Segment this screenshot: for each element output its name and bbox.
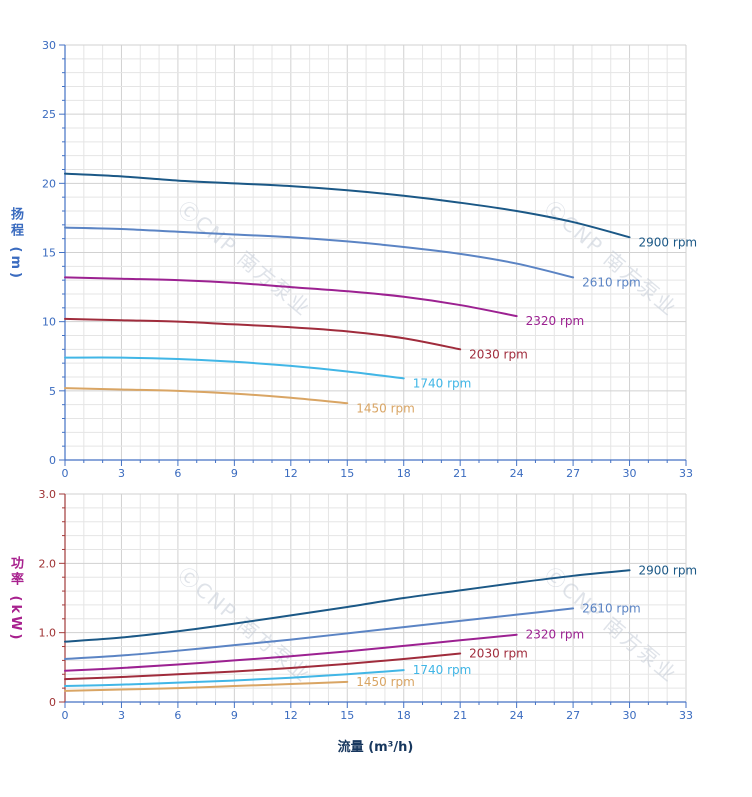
x-tick-label: 3 [118, 467, 125, 480]
power-chart: ⒸCNP 南方泵业 ⒸCNP 南方泵业 0 1.0 2.0 3.0 0 3 6 9 12 15 18 21… [0, 482, 752, 755]
y-tick-label: 5 [49, 385, 56, 398]
curve-label-1740-rpm: 1740 rpm [413, 376, 472, 390]
x-tick-label: 30 [623, 467, 637, 480]
curve-2610-rpm [64, 607, 575, 661]
x-tick-label: 3 [118, 709, 125, 722]
curve-2320-rpm [64, 633, 518, 672]
curve-label-2320-rpm: 2320 rpm [526, 628, 585, 642]
x-tick-label: 33 [679, 467, 693, 480]
curve-2610-rpm [64, 226, 575, 279]
x-tick-label: 24 [510, 467, 524, 480]
y-tick-label: 20 [42, 177, 56, 190]
y-tick-label: 10 [42, 316, 56, 329]
y-tick-label: 3.0 [39, 488, 57, 501]
x-tick-label: 27 [566, 467, 580, 480]
power-axis-title: 功率 (kW) [6, 556, 25, 642]
head-axis-title-text: 扬程 (m) [8, 207, 23, 281]
curve-2900-rpm [64, 172, 631, 239]
x-tick-label: 9 [231, 709, 238, 722]
flow-axis-title: 流量 (m³/h) [337, 740, 414, 755]
curve-2030-rpm [64, 317, 462, 351]
x-tick-label: 9 [231, 467, 238, 480]
x-tick-label: 27 [566, 709, 580, 722]
curve-label-1450-rpm: 1450 rpm [356, 401, 415, 415]
power-axis-title-text: 功率 (kW) [8, 556, 23, 643]
x-tick-label: 21 [453, 709, 467, 722]
y-tick-label: 1.0 [39, 627, 57, 640]
y-tick-label: 0 [49, 454, 56, 467]
x-tick-label: 6 [174, 467, 181, 480]
y-tick-label: 0 [49, 696, 56, 709]
x-tick-label: 0 [62, 467, 69, 480]
curve-label-2030-rpm: 2030 rpm [469, 646, 528, 660]
x-tick-label: 30 [623, 709, 637, 722]
head-chart: ⒸCNP 南方泵业 ⒸCNP 南方泵业 0 5 10 15 20 25 30 0 3 6 9 12 15 18… [42, 39, 698, 480]
curve-2030-rpm [64, 652, 462, 681]
x-tick-label: 18 [397, 709, 411, 722]
x-tick-label: 0 [62, 709, 69, 722]
curve-label-2610-rpm: 2610 rpm [582, 275, 641, 289]
curve-1740-rpm [64, 356, 405, 380]
y-tick-label: 30 [42, 39, 56, 52]
x-tick-label: 15 [340, 709, 354, 722]
cnp-watermark: ⒸCNP 南方泵业 [174, 196, 316, 321]
curve-label-2900-rpm: 2900 rpm [639, 235, 698, 249]
head-axis-title: 扬程 (m) [6, 207, 25, 281]
x-tick-label: 6 [174, 709, 181, 722]
curve-2320-rpm [64, 276, 518, 318]
x-tick-label: 21 [453, 467, 467, 480]
curve-label-2320-rpm: 2320 rpm [526, 314, 585, 328]
grid [64, 44, 687, 461]
y-tick-label: 2.0 [39, 557, 57, 570]
curve-label-1740-rpm: 1740 rpm [413, 663, 472, 677]
x-tick-label: 24 [510, 709, 524, 722]
curve-label-2030-rpm: 2030 rpm [469, 347, 528, 361]
curve-1740-rpm [64, 669, 405, 688]
y-tick-label: 15 [42, 247, 56, 260]
x-tick-label: 12 [284, 467, 298, 480]
x-tick-label: 33 [679, 709, 693, 722]
curve-1450-rpm [64, 680, 349, 692]
curve-label-1450-rpm: 1450 rpm [356, 675, 415, 689]
x-tick-label: 12 [284, 709, 298, 722]
curve-label-2610-rpm: 2610 rpm [582, 601, 641, 615]
curve-2900-rpm [64, 569, 631, 643]
x-tick-label: 15 [340, 467, 354, 480]
curve-label-2900-rpm: 2900 rpm [639, 563, 698, 577]
y-tick-label: 25 [42, 108, 56, 121]
x-tick-label: 18 [397, 467, 411, 480]
curve-1450-rpm [64, 387, 349, 405]
